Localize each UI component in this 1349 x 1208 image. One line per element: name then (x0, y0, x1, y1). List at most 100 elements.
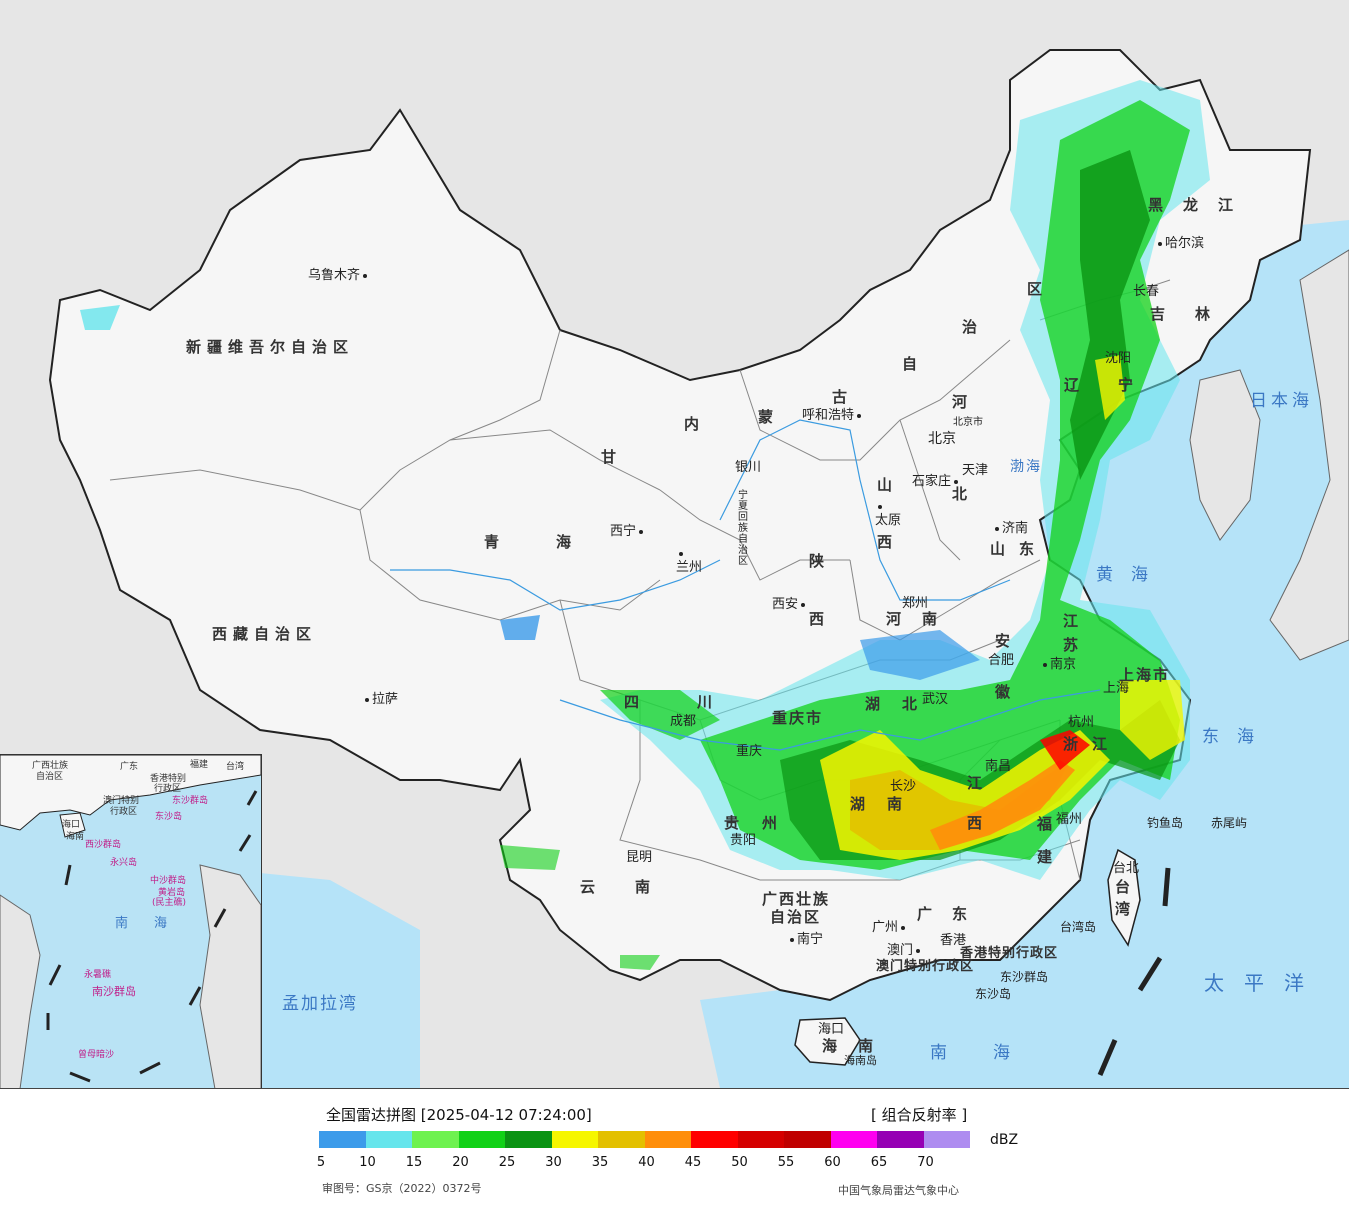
inset-label: (民主礁) (152, 898, 187, 908)
color-swatch (598, 1131, 645, 1148)
province-label-jilin: 林 (1195, 305, 1225, 323)
inset-label: 永兴岛 (110, 858, 138, 868)
scale-tick-label: 45 (684, 1155, 702, 1170)
province-label-neimenggu: 治 (962, 318, 992, 336)
city-label-jinan: 济南 (992, 522, 1028, 536)
scale-tick-label: 25 (498, 1155, 516, 1170)
island-label-diaoyu: 钓鱼岛 (1147, 816, 1184, 830)
color-swatch (830, 1131, 877, 1148)
province-label-jilin: 吉 (1150, 305, 1180, 323)
city-label-xining: 西宁 (610, 525, 646, 539)
city-label-xian: 西安 (772, 598, 808, 612)
color-swatch (458, 1131, 505, 1148)
province-label-yunnan: 云南 (580, 878, 691, 896)
city-label-guiyang: 贵阳 (730, 833, 757, 848)
island-label-dongsha: 东沙群岛 (1000, 970, 1049, 984)
city-label-chengdu: 成都 (670, 714, 697, 729)
sea-label-mengjiala: 孟加拉湾 (282, 994, 358, 1014)
city-label-harbin: 哈尔滨 (1155, 237, 1204, 251)
province-label-guangxi: 广西壮族 (762, 890, 831, 908)
city-label-lanzhou: 兰州 (676, 547, 702, 575)
province-label-macao: 澳门特别行政区 (876, 959, 975, 974)
province-label-shaanxi: 西 (809, 610, 839, 628)
province-label-zhejiang: 江 (1092, 735, 1122, 753)
province-label-xizang: 西藏自治区 (212, 625, 318, 643)
province-label-fujian: 建 (1037, 848, 1067, 866)
inset-label: 福建 (190, 760, 209, 770)
rivers (390, 419, 1101, 751)
city-label-shenyang: 沈阳 (1105, 351, 1132, 366)
scale-tick-label: 5 (316, 1155, 326, 1170)
sea-label-nanhai: 南海 (930, 1043, 1056, 1063)
scale-tick-label: 60 (824, 1155, 841, 1170)
province-label-qinghai: 海 (556, 533, 586, 551)
province-label-ningxia: 宁夏回族自治区 (738, 490, 748, 567)
color-swatch (319, 1131, 366, 1148)
city-label-guangzhou: 广州 (872, 921, 908, 935)
mosaic-title: 全国雷达拼图 [2025-04-12 07:24:00] (326, 1106, 592, 1124)
province-label-sichuan: 川 (697, 693, 727, 711)
city-label-beijing: 北京 (928, 431, 956, 447)
city-label-wuhan: 武汉 (922, 692, 949, 707)
scale-tick-label: 65 (870, 1155, 888, 1170)
city-label-taiyuan: 太原 (875, 500, 901, 528)
city-label-zhengzhou: 郑州 (902, 596, 929, 611)
island-label-taiwandao: 台湾岛 (1060, 920, 1097, 934)
province-label-jiangxi: 江 (967, 774, 997, 792)
sea-label-taipingyang: 太平洋 (1204, 971, 1324, 995)
color-scale-bar (319, 1131, 970, 1148)
city-label-haikou: 海口 (818, 1022, 845, 1037)
province-label-xinjiang: 新疆维吾尔自治区 (186, 338, 355, 356)
scale-tick-label: 15 (405, 1155, 423, 1170)
city-label-chongqing: 重庆 (736, 744, 763, 759)
scale-tick-label: 35 (591, 1155, 609, 1170)
province-label-hainan: 南 (858, 1037, 888, 1055)
city-label-hongkong: 香港 (940, 933, 967, 948)
south-china-sea-inset: 广西壮族 自治区 广东 福建 台湾 香港特别 行政区 澳门特别 行政区 东沙群岛… (0, 754, 262, 1088)
island-label-dongshadao: 东沙岛 (975, 987, 1012, 1001)
inset-label: 西沙群岛 (85, 840, 122, 850)
scale-tick-label: 10 (359, 1155, 376, 1170)
inset-label: 行政区 (110, 807, 138, 817)
inset-label: 曾母暗沙 (78, 1050, 115, 1060)
radar-map[interactable]: 新疆维吾尔自治区 西藏自治区 青 海 甘 内 蒙 古 自 治 区 黑龙江 吉 林… (0, 0, 1349, 1089)
province-label-guizhou: 州 (762, 814, 792, 832)
unit-label: dBZ (990, 1132, 1019, 1148)
province-label-anhui: 徽 (995, 683, 1025, 701)
taiwan-island (1107, 848, 1141, 947)
city-label-shijiazhuang: 石家庄 (912, 475, 961, 489)
color-swatch (691, 1131, 738, 1148)
province-label-hubei: 湖 (865, 695, 895, 713)
province-label-jiangsu: 苏 (1063, 636, 1093, 654)
city-label-shanghai: 上海 (1103, 681, 1130, 696)
inset-sea-label: 南海 (115, 916, 194, 931)
province-label-guangxi: 自治区 (770, 908, 822, 926)
inset-label: 自治区 (36, 772, 64, 782)
city-label-macau: 澳门 (887, 944, 923, 958)
inset-label: 广东 (120, 762, 139, 772)
scale-tick-label: 20 (452, 1155, 469, 1170)
color-swatch (505, 1131, 552, 1148)
province-label-gansu: 甘 (601, 448, 631, 466)
inset-label: 香港特别 (150, 774, 187, 784)
scale-tick-label: 40 (638, 1155, 655, 1170)
scale-tick-label: 50 (731, 1155, 748, 1170)
province-label-heilongjiang: 黑龙江 (1148, 196, 1254, 214)
province-label-jiangxi: 西 (967, 814, 997, 832)
city-label-urumqi: 乌鲁木齐 (308, 269, 370, 283)
radar-echoes (80, 80, 1210, 970)
province-label-anhui: 安 (995, 632, 1025, 650)
province-label-shanghai: 上海市 (1119, 666, 1171, 684)
city-label-taipei: 台北 (1113, 861, 1140, 876)
city-label-hangzhou: 杭州 (1068, 715, 1095, 730)
province-label-shanxi: 山 (877, 476, 907, 494)
city-label-nanning: 南宁 (787, 933, 823, 947)
inset-label: 东沙群岛 (172, 796, 209, 806)
inset-label: 行政区 (154, 784, 182, 794)
scale-tick-label: 55 (777, 1155, 795, 1170)
island-label-hainandao: 海南岛 (844, 1054, 877, 1067)
province-label-taiwan: 台 (1115, 878, 1145, 896)
sea-label-riben: 日本海 (1250, 391, 1313, 411)
province-label-guizhou: 贵 (724, 814, 754, 832)
color-swatch (877, 1131, 924, 1148)
